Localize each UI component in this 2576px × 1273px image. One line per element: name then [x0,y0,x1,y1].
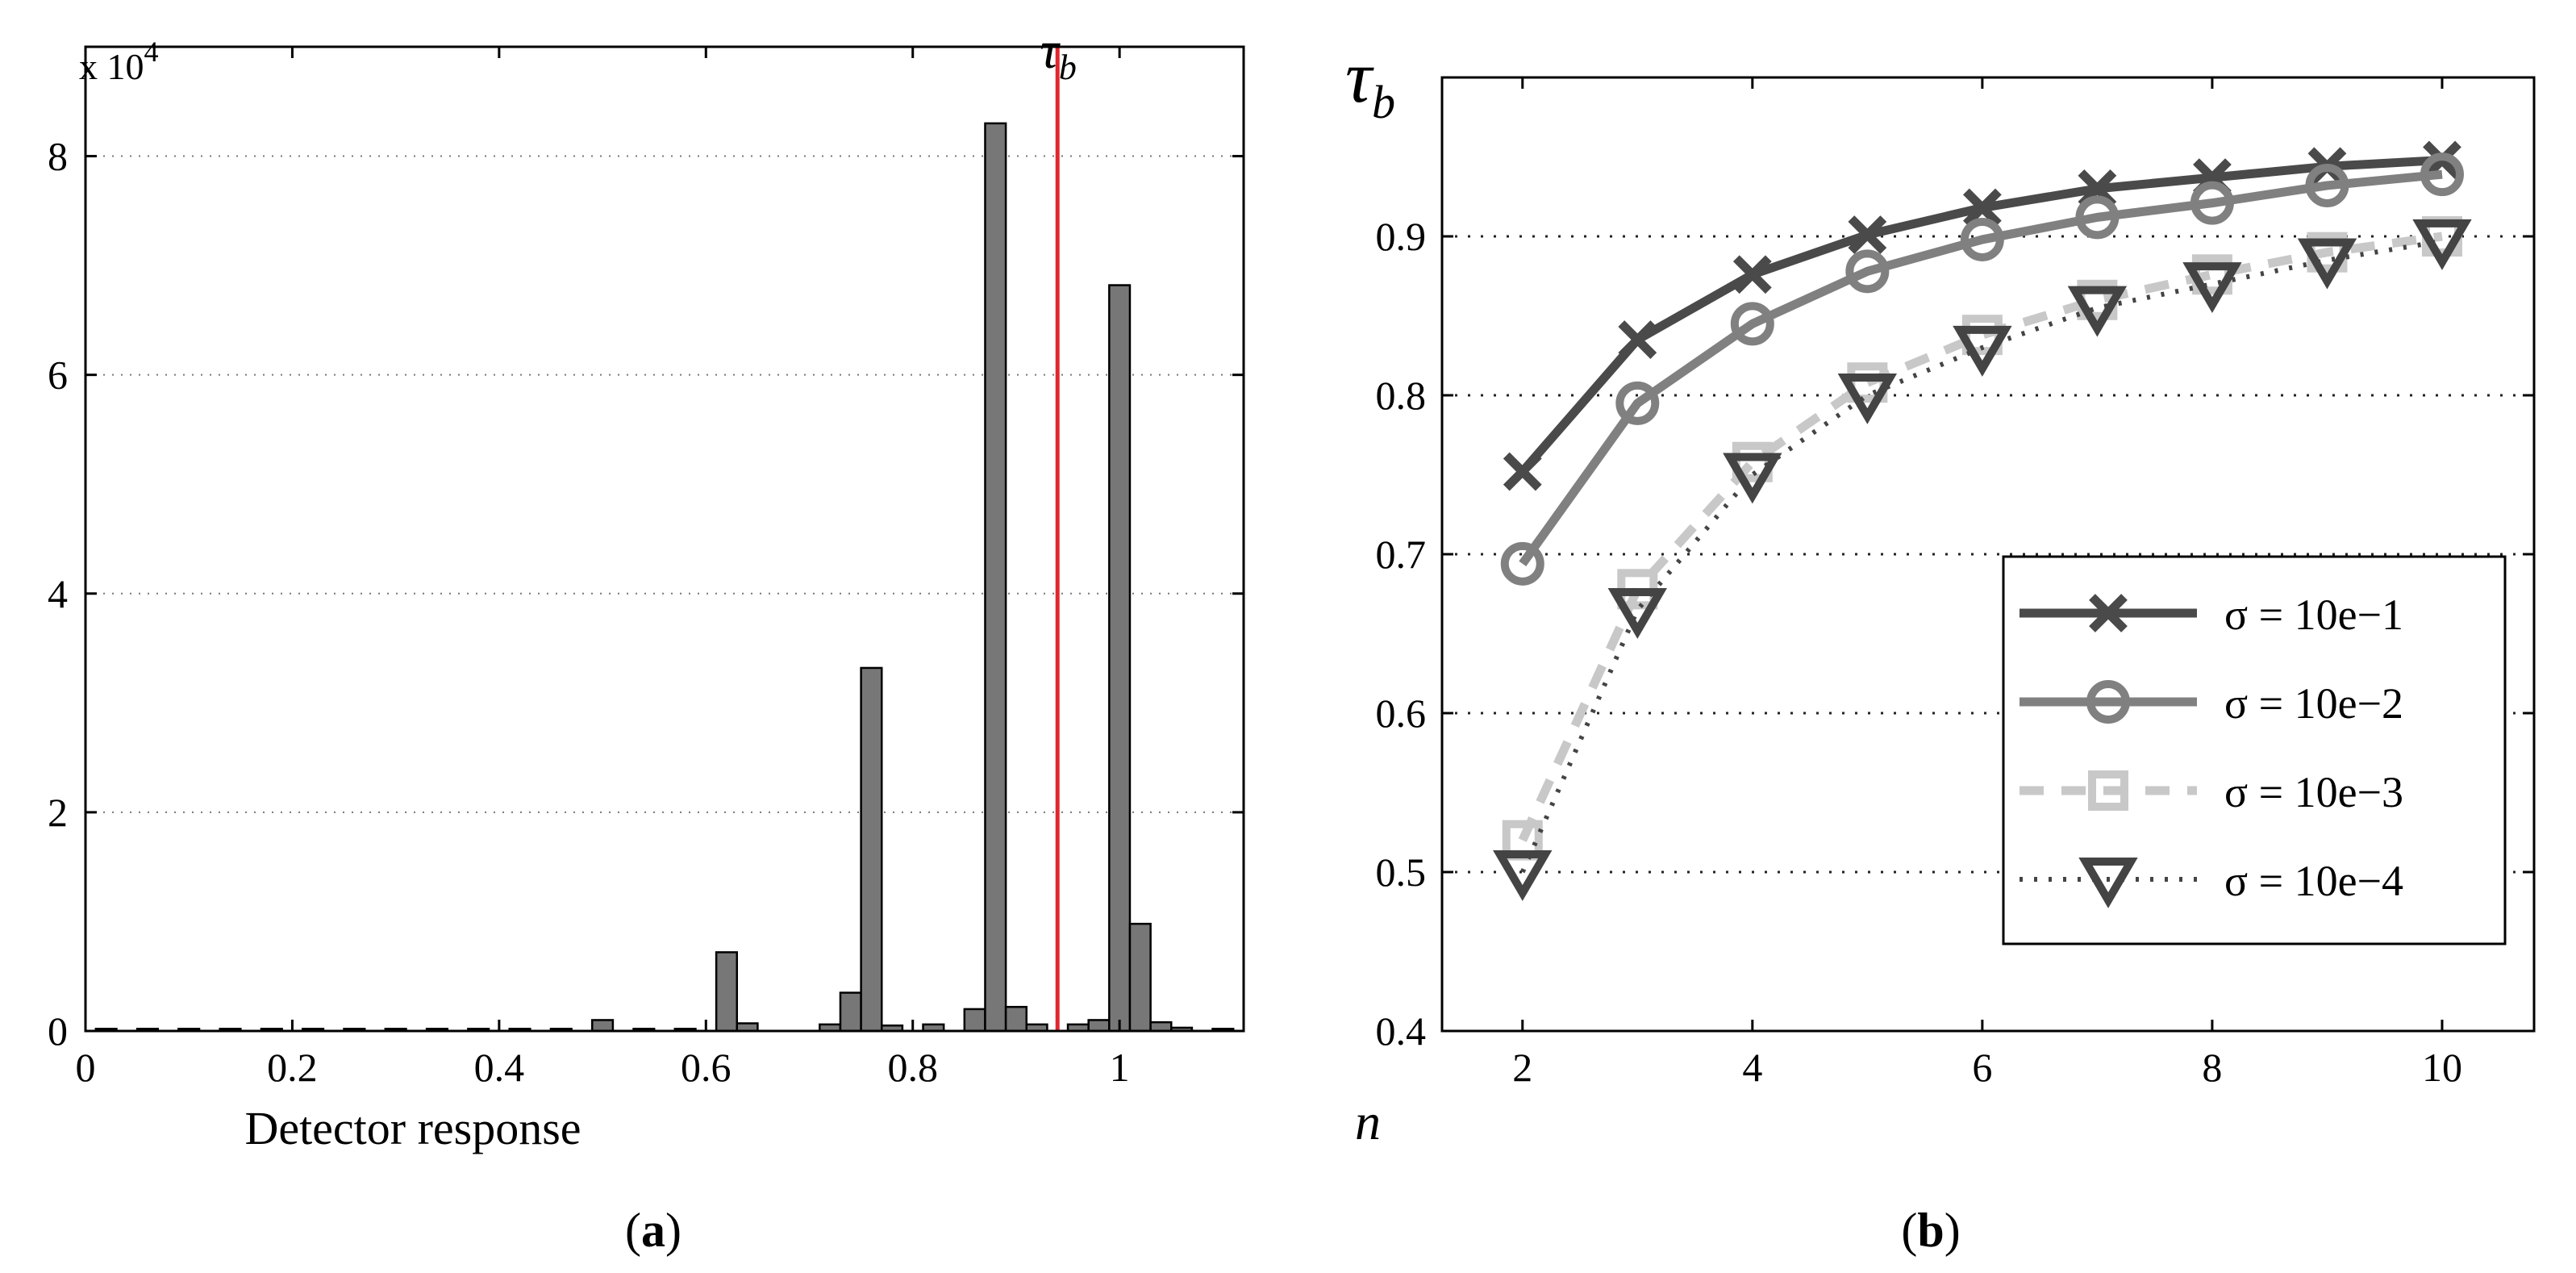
line-x-tick-labels: 2 4 6 8 10 [1512,1045,2462,1090]
histogram-gridlines [85,155,1244,813]
data-point-triangle-marker [1493,850,1553,901]
data-point-triangle-marker [1837,374,1898,424]
legend: σ = 10e−1 σ = 10e−2 σ = 10e−3 σ = 10e−4 [2002,555,2507,945]
data-point-circle-marker [1500,541,1544,586]
legend-label: σ = 10e−1 [2224,591,2403,639]
series-o [1500,152,2464,586]
series-line [1520,238,2443,874]
data-point-x-marker [1962,188,2002,227]
data-point-circle-marker [2086,680,2130,724]
series-line [1518,232,2443,842]
histogram-bars [94,122,1235,1033]
histogram-bar [1149,1020,1173,1033]
data-point-circle-marker [2075,195,2120,240]
line-x-tick-label: 8 [2202,1045,2222,1090]
data-point-x-marker [1503,452,1542,491]
data-point-circle-marker [1730,302,1774,346]
line-y-tick-labels: 0.4 0.5 0.6 0.7 0.8 0.9 [1376,214,1427,1054]
line-x-tick-label: 2 [1512,1045,1532,1090]
line-y-tick-label: 0.8 [1376,373,1427,418]
threshold-label: τb [1040,21,1077,87]
histogram-y-tick-label: 6 [48,353,68,398]
histogram-x-tick-label: 0.6 [681,1045,732,1090]
data-point-x-marker [1732,255,1772,294]
legend-label: σ = 10e−3 [2224,768,2403,816]
histogram-ticks [84,47,1244,1033]
histogram-bar [860,666,883,1033]
histogram-y-tick-label: 0 [48,1008,68,1054]
histogram-x-tick-label: 0.8 [887,1045,938,1090]
histogram-x-axis-label: Detector response [244,1102,581,1154]
legend-entries: σ = 10e−1 σ = 10e−2 σ = 10e−3 σ = 10e−4 [2020,591,2403,908]
data-point-triangle-marker [2412,219,2472,270]
data-point-triangle-marker [2182,262,2242,314]
panel-a-caption: (a) [625,1204,682,1257]
line-y-tick-label: 0.9 [1376,214,1427,259]
line-y-tick-label: 0.4 [1376,1008,1427,1054]
data-point-x-marker [1848,215,1887,254]
line-y-tick-label: 0.7 [1376,532,1427,577]
histogram-y-tick-labels: 0 2 4 6 8 [48,134,68,1054]
histogram-bar [1108,284,1132,1033]
histogram-bar [839,991,862,1033]
histogram-x-tick-label: 0.2 [267,1045,318,1090]
line-panel: 0.4 0.5 0.6 0.7 0.8 0.9 2 4 6 8 10 τb n σ = 10e−1… [1345,35,2536,1257]
series-v [1493,219,2472,901]
y-multiplier-label: x 104 [79,35,159,87]
histogram-bar [1128,922,1152,1033]
histogram-y-tick-label: 2 [48,790,68,835]
line-x-axis-label: n [1355,1093,1381,1150]
data-point-x-marker [1618,320,1657,359]
legend-box [2002,555,2507,945]
data-point-circle-marker [1845,249,1890,294]
line-y-axis-label: τb [1345,35,1395,128]
histogram-bar [963,1008,986,1033]
histogram-x-tick-label: 0.4 [474,1045,525,1090]
histogram-x-tick-labels: 0 0.2 0.4 0.6 0.8 1 [76,1045,1130,1090]
data-point-circle-marker [1960,217,2004,261]
histogram-y-tick-label: 4 [48,571,68,616]
data-point-triangle-marker [1723,453,1782,504]
data-point-triangle-marker [1607,587,1667,639]
line-x-tick-label: 10 [2422,1045,2462,1090]
line-series-group [1493,140,2472,901]
histogram-y-tick-label: 8 [48,134,68,179]
data-point-triangle-marker [2078,858,2138,908]
data-point-triangle-marker [2297,238,2357,290]
histogram-x-tick-label: 1 [1110,1045,1130,1090]
data-point-circle-marker [2190,181,2234,225]
histogram-bar [1004,1005,1028,1033]
data-point-square-marker [2088,770,2128,811]
histogram-bar [591,1019,615,1033]
data-point-triangle-marker [2067,286,2128,337]
histogram-bar [984,122,1007,1033]
line-x-tick-label: 6 [1972,1045,1992,1090]
histogram-bar [715,951,738,1033]
line-y-tick-label: 0.5 [1376,849,1427,895]
histogram-bar [1087,1019,1111,1033]
histogram-axes-frame [84,45,1245,1033]
histogram-x-tick-label: 0 [76,1045,96,1090]
histogram-panel: 0 2 4 6 8 0 0.2 0.4 0.6 0.8 1 x 104 τb Detector r… [48,21,1245,1257]
legend-label: σ = 10e−2 [2224,679,2403,728]
data-point-circle-marker [1615,381,1660,425]
line-x-tick-label: 4 [1742,1045,1762,1090]
line-ticks [1442,77,2534,1033]
data-point-triangle-marker [1953,325,2012,377]
line-y-tick-label: 0.6 [1376,691,1427,736]
data-point-circle-marker [2420,152,2464,197]
panel-b-caption: (b) [1901,1204,1960,1257]
legend-label: σ = 10e−4 [2224,857,2403,905]
series-line [1519,169,2443,567]
data-point-circle-marker [2305,163,2349,207]
data-point-x-marker [2089,594,2128,632]
